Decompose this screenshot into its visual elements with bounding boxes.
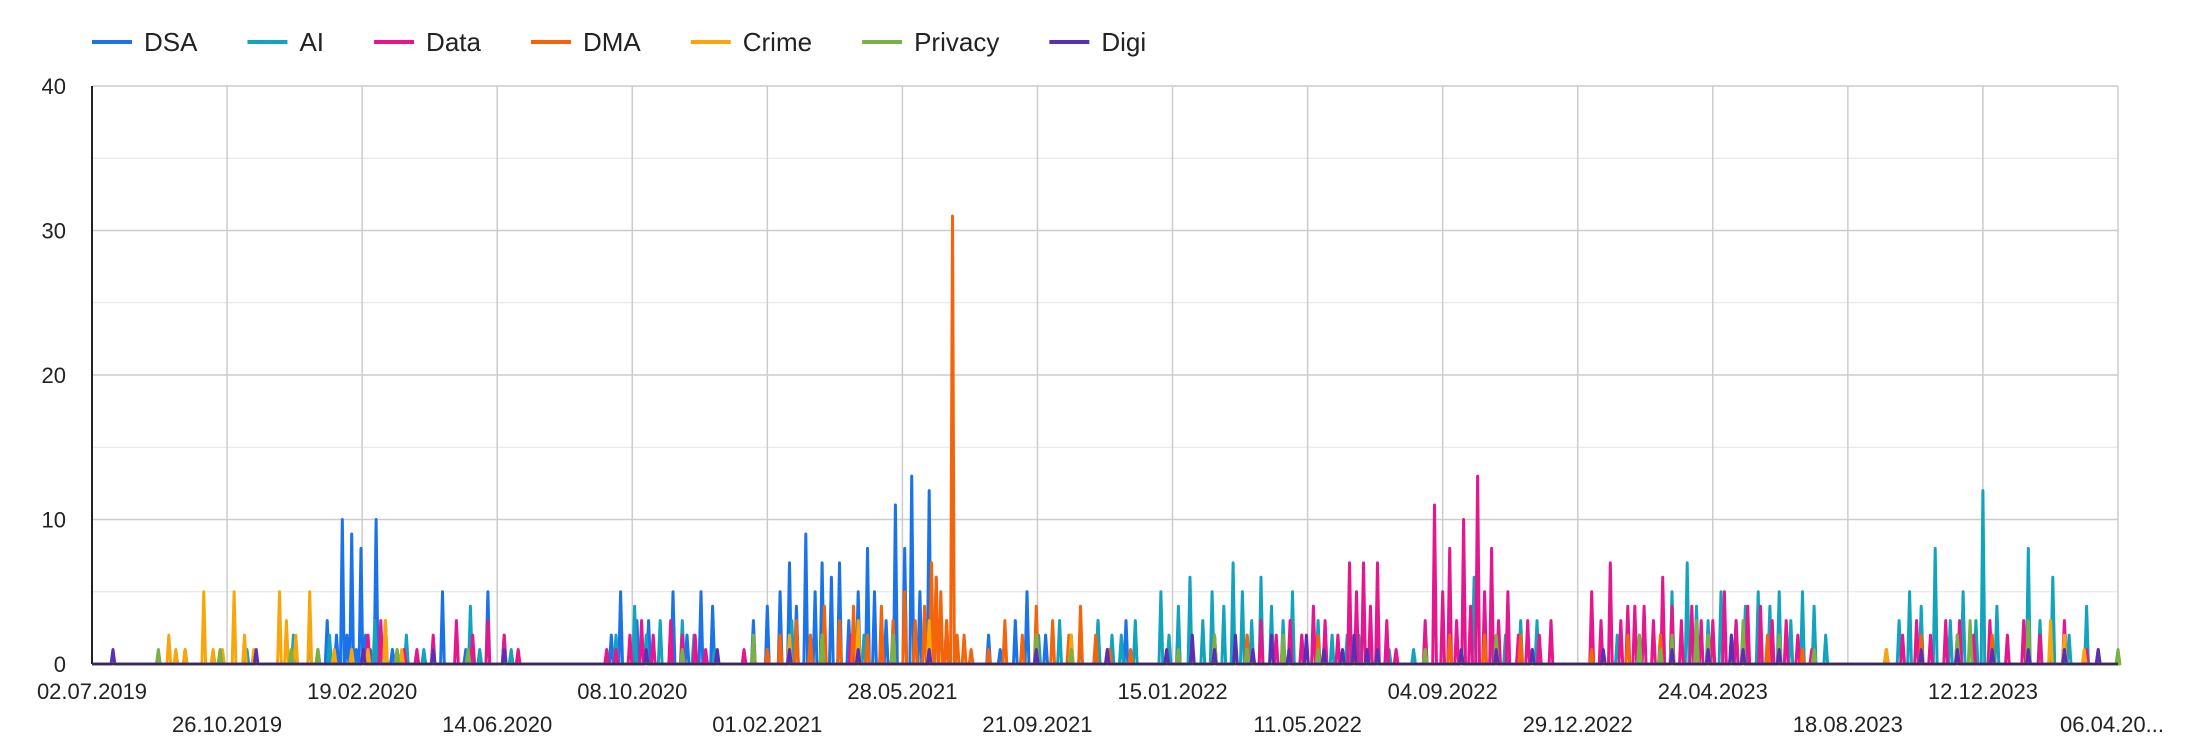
series-line-dma (92, 214, 2118, 666)
y-tick-label: 0 (54, 652, 66, 677)
x-tick-label: 15.01.2022 (1117, 679, 1227, 704)
legend: DSA AI Data DMA Crime Privacy Digi (92, 27, 1146, 57)
legend-label: DMA (583, 27, 641, 57)
x-tick-label: 26.10.2019 (172, 712, 282, 737)
legend-label: Digi (1101, 27, 1146, 57)
series-line-data (92, 474, 2118, 666)
legend-item-privacy: Privacy (862, 27, 999, 57)
legend-item-dma: DMA (530, 27, 641, 57)
x-tick-label: 24.04.2023 (1658, 679, 1768, 704)
legend-label: Data (426, 27, 481, 57)
chart-grid (92, 85, 2119, 665)
y-tick-label: 20 (42, 363, 66, 388)
x-tick-label: 29.12.2022 (1523, 712, 1633, 737)
x-tick-label: 28.05.2021 (847, 679, 957, 704)
y-tick-label: 30 (42, 219, 66, 244)
x-tick-label: 08.10.2020 (577, 679, 687, 704)
y-tick-label: 40 (42, 74, 66, 99)
x-tick-label: 11.05.2022 (1253, 712, 1361, 737)
legend-label: Privacy (914, 27, 999, 57)
x-tick-label: 06.04.20... (2060, 712, 2164, 737)
legend-item-data: Data (374, 27, 482, 57)
legend-item-ai: AI (247, 27, 324, 57)
y-tick-label: 10 (42, 508, 66, 533)
legend-label: DSA (144, 27, 198, 57)
legend-item-crime: Crime (690, 27, 812, 57)
chart-axes: 0 10 20 30 40 02.07.2019 26.10.2019 19.02.2020 1… (37, 74, 2164, 737)
x-tick-label: 12.12.2023 (1928, 679, 2038, 704)
x-tick-label: 02.07.2019 (37, 679, 147, 704)
x-tick-label: 21.09.2021 (982, 712, 1092, 737)
x-tick-label: 01.02.2021 (712, 712, 822, 737)
x-tick-label: 04.09.2022 (1388, 679, 1498, 704)
x-tick-label: 14.06.2020 (442, 712, 552, 737)
series-layer (92, 214, 2122, 666)
legend-label: Crime (743, 27, 812, 57)
x-tick-label: 18.08.2023 (1793, 712, 1903, 737)
legend-item-dsa: DSA (92, 27, 198, 57)
legend-label: AI (299, 27, 324, 57)
x-tick-label: 19.02.2020 (307, 679, 417, 704)
series-line-ai (92, 489, 2118, 666)
legend-item-digi: Digi (1049, 27, 1146, 57)
